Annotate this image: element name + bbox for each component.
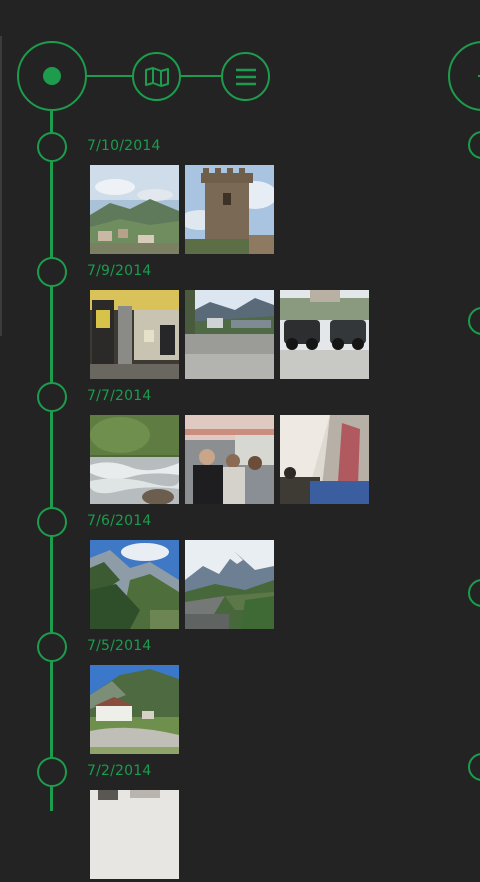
left-edge-divider (0, 36, 2, 336)
timeline-view-button[interactable] (17, 41, 87, 111)
nav-connector (87, 75, 132, 77)
photo-thumbnail[interactable] (90, 415, 179, 504)
photo-thumbnail[interactable] (280, 415, 369, 504)
photo-thumbnail[interactable] (185, 290, 274, 379)
day-node[interactable] (37, 757, 67, 787)
photo-thumbnail[interactable] (90, 165, 179, 254)
photo-thumbnail[interactable] (90, 540, 179, 629)
day-group: 7/7/2014 (0, 382, 480, 507)
photo-thumbnail[interactable] (90, 790, 179, 879)
timeline-spine (50, 111, 53, 811)
hamburger-menu-icon (235, 68, 256, 85)
photo-thumbnail[interactable] (185, 165, 274, 254)
photo-thumbnail[interactable] (185, 540, 274, 629)
day-date: 7/7/2014 (87, 388, 152, 404)
map-view-button[interactable] (132, 52, 181, 101)
day-group: 7/9/2014 (0, 257, 480, 382)
timeline-dot-icon (43, 67, 61, 85)
plus-icon (478, 75, 480, 77)
map-icon (144, 66, 169, 87)
timeline-app: 7/10/2014 (0, 36, 480, 879)
day-node[interactable] (37, 632, 67, 662)
day-group: 7/6/2014 (0, 507, 480, 632)
day-group: 7/5/2014 (0, 632, 480, 757)
photo-thumbnail[interactable] (90, 290, 179, 379)
photo-thumbnail[interactable] (280, 290, 369, 379)
photo-thumbnail[interactable] (185, 415, 274, 504)
day-group: 7/10/2014 (0, 132, 480, 257)
day-node[interactable] (37, 382, 67, 412)
add-button[interactable] (448, 41, 480, 111)
day-node[interactable] (37, 132, 67, 162)
day-group: 7/2/2014 (0, 757, 480, 882)
menu-button[interactable] (221, 52, 270, 101)
day-date: 7/10/2014 (87, 138, 161, 154)
day-node[interactable] (37, 257, 67, 287)
day-date: 7/6/2014 (87, 513, 152, 529)
nav-connector (181, 75, 221, 77)
day-date: 7/5/2014 (87, 638, 152, 654)
photo-thumbnail[interactable] (90, 665, 179, 754)
day-date: 7/9/2014 (87, 263, 152, 279)
day-node[interactable] (37, 507, 67, 537)
day-date: 7/2/2014 (87, 763, 152, 779)
